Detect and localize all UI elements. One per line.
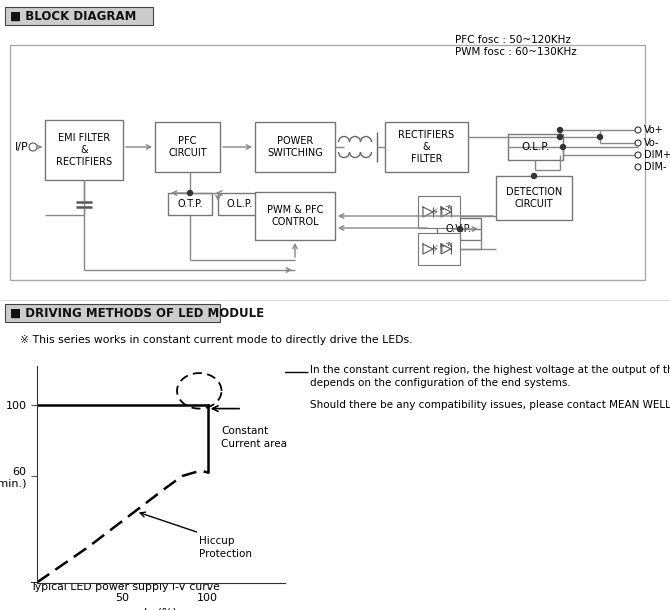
Text: ■ DRIVING METHODS OF LED MODULE: ■ DRIVING METHODS OF LED MODULE [10,306,264,320]
Text: DETECTION
CIRCUIT: DETECTION CIRCUIT [506,187,562,209]
Circle shape [29,143,37,151]
FancyBboxPatch shape [218,193,262,215]
Text: PWM & PFC
CONTROL: PWM & PFC CONTROL [267,205,323,227]
Text: Vo+: Vo+ [644,125,664,135]
Text: Should there be any compatibility issues, please contact MEAN WELL.: Should there be any compatibility issues… [310,400,670,410]
FancyBboxPatch shape [255,192,335,240]
Text: POWER
SWITCHING: POWER SWITCHING [267,136,323,158]
Text: O.L.P.: O.L.P. [227,199,253,209]
Text: ■ BLOCK DIAGRAM: ■ BLOCK DIAGRAM [10,10,137,23]
FancyBboxPatch shape [5,304,220,322]
Text: O.L.P.: O.L.P. [521,142,549,152]
FancyBboxPatch shape [5,7,153,25]
FancyBboxPatch shape [385,122,468,172]
Text: ⚡↑: ⚡↑ [431,244,446,254]
Text: PFC fosc : 50~120KHz
PWM fosc : 60~130KHz: PFC fosc : 50~120KHz PWM fosc : 60~130KH… [455,35,577,57]
Text: ※ This series works in constant current mode to directly drive the LEDs.: ※ This series works in constant current … [20,335,413,345]
Circle shape [635,140,641,146]
Text: Vo-: Vo- [644,138,659,148]
Circle shape [557,127,563,132]
Circle shape [598,134,602,140]
X-axis label: Io (%): Io (%) [144,607,178,610]
FancyBboxPatch shape [437,218,481,240]
Circle shape [458,226,462,232]
Text: O.T.P.: O.T.P. [178,199,203,209]
Text: RECTIFIERS
&
FILTER: RECTIFIERS & FILTER [399,129,454,165]
Text: ⚡↑: ⚡↑ [431,207,446,217]
Circle shape [635,127,641,133]
Text: depends on the configuration of the end systems.: depends on the configuration of the end … [310,378,571,388]
FancyBboxPatch shape [418,196,460,228]
Circle shape [531,173,537,179]
Text: In the constant current region, the highest voltage at the output of the driver: In the constant current region, the high… [310,365,670,375]
Text: Typical LED power supply I-V curve: Typical LED power supply I-V curve [30,582,220,592]
FancyBboxPatch shape [496,176,572,220]
Text: I/P: I/P [15,142,29,152]
Circle shape [635,152,641,158]
Circle shape [635,164,641,170]
Circle shape [557,134,563,140]
FancyBboxPatch shape [508,134,563,160]
Text: DIM+: DIM+ [644,150,670,160]
Text: PFC
CIRCUIT: PFC CIRCUIT [168,136,207,158]
Text: EMI FILTER
&
RECTIFIERS: EMI FILTER & RECTIFIERS [56,132,112,167]
Circle shape [188,190,192,195]
FancyBboxPatch shape [255,122,335,172]
FancyBboxPatch shape [155,122,220,172]
Text: Hiccup
Protection: Hiccup Protection [199,536,253,559]
Text: DIM-: DIM- [644,162,667,172]
FancyBboxPatch shape [168,193,212,215]
FancyBboxPatch shape [45,120,123,180]
FancyBboxPatch shape [418,233,460,265]
Text: O.V.P.: O.V.P. [446,224,472,234]
Circle shape [561,145,565,149]
Text: Constant
Current area: Constant Current area [222,426,287,449]
